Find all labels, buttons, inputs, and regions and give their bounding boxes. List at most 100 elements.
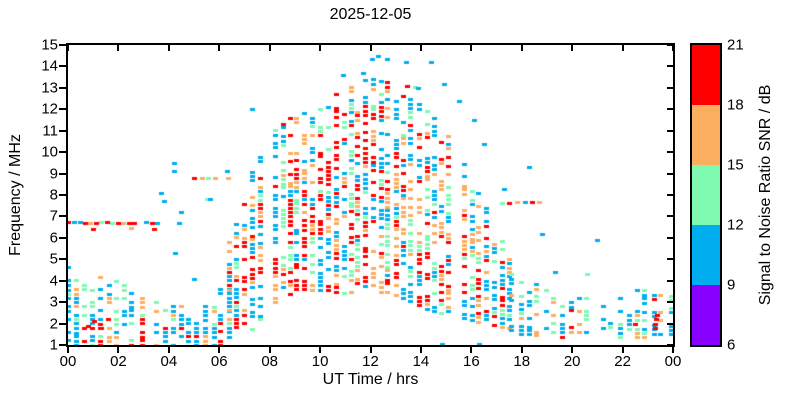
x-tick [571, 347, 574, 353]
x-tick-label: 00 [664, 353, 682, 370]
y-tick-label: 12 [41, 100, 58, 118]
y-tick-label: 8 [49, 186, 58, 204]
x-tick [621, 347, 624, 353]
x-tick-label: 20 [563, 353, 581, 370]
y-tick-right [667, 301, 673, 304]
y-tick-right [667, 44, 673, 46]
y-tick-right [667, 151, 673, 154]
colorbar-tick-label: 21 [727, 36, 744, 54]
y-tick-right [667, 86, 673, 89]
colorbar-tick-label: 12 [727, 216, 744, 234]
colorbar [690, 43, 722, 347]
x-tick-top [67, 45, 69, 51]
x-tick-label: 02 [110, 353, 127, 370]
y-axis-label: Frequency / MHz [7, 134, 24, 256]
x-tick-label: 18 [513, 353, 531, 370]
chart-title: 2025-12-05 [329, 6, 412, 23]
y-tick [59, 215, 66, 218]
x-tick-label: 14 [412, 353, 430, 370]
y-tick [59, 86, 66, 89]
y-tick [59, 151, 66, 154]
y-tick [59, 258, 66, 261]
y-tick-right [667, 194, 673, 196]
x-tick [319, 347, 322, 353]
x-tick-top [319, 45, 322, 51]
x-tick-top [369, 45, 372, 51]
plot-area [66, 43, 675, 347]
y-tick-right [667, 236, 673, 239]
x-tick-label: 08 [261, 353, 278, 370]
x-tick-label: 04 [160, 353, 178, 370]
x-tick [117, 347, 120, 353]
x-tick [672, 347, 674, 353]
x-axis-label: UT Time / hrs [322, 371, 419, 388]
y-tick-label: 6 [49, 229, 58, 247]
y-tick [59, 344, 66, 346]
x-tick-label: 00 [59, 353, 77, 370]
y-tick-label: 7 [49, 207, 58, 225]
y-tick [59, 172, 66, 175]
x-tick-top [268, 45, 271, 51]
colorbar-tick-label: 15 [727, 156, 744, 174]
snr-scatter-canvas [68, 45, 673, 345]
y-tick-label: 15 [41, 36, 58, 54]
y-tick [59, 65, 66, 68]
y-tick [59, 194, 66, 196]
y-tick-label: 10 [41, 143, 58, 161]
x-tick [470, 347, 473, 353]
y-tick [59, 279, 66, 282]
x-tick [67, 347, 69, 353]
y-tick-right [667, 322, 673, 325]
y-tick-right [667, 279, 673, 282]
x-tick-label: 06 [210, 353, 228, 370]
colorbar-band [692, 105, 720, 165]
colorbar-band [692, 45, 720, 105]
x-tick [520, 347, 523, 353]
x-tick-top [520, 45, 523, 51]
y-tick-right [667, 129, 673, 132]
x-tick [218, 347, 221, 353]
y-tick-label: 5 [49, 250, 58, 268]
x-tick [268, 347, 271, 353]
x-tick-top [419, 45, 422, 51]
colorbar-band [692, 165, 720, 225]
colorbar-tick-label: 9 [727, 276, 736, 294]
x-tick [419, 347, 422, 353]
y-tick [59, 44, 66, 46]
y-tick [59, 236, 66, 239]
x-tick-top [167, 45, 170, 51]
x-tick [369, 347, 372, 353]
y-tick [59, 129, 66, 132]
colorbar-tick-label: 18 [727, 96, 744, 114]
colorbar-band [692, 285, 720, 345]
y-tick-right [667, 344, 673, 346]
x-tick-label: 22 [614, 353, 631, 370]
x-tick-top [621, 45, 624, 51]
colorbar-band [692, 225, 720, 285]
y-tick-label: 9 [49, 165, 58, 183]
x-tick-top [218, 45, 221, 51]
y-tick-label: 2 [49, 315, 58, 333]
x-tick-label: 16 [462, 353, 480, 370]
colorbar-tick-label: 6 [727, 336, 736, 354]
x-tick-top [571, 45, 574, 51]
y-tick-label: 1 [49, 336, 58, 354]
colorbar-axis-label: Signal to Noise Ratio SNR / dB [757, 84, 774, 306]
y-tick-label: 4 [49, 272, 58, 290]
x-tick [167, 347, 170, 353]
y-tick-right [667, 258, 673, 261]
y-tick-label: 13 [41, 79, 58, 97]
x-tick-top [117, 45, 120, 51]
y-tick-right [667, 215, 673, 218]
y-tick-label: 3 [49, 293, 58, 311]
x-tick-top [672, 45, 674, 51]
x-tick-label: 10 [311, 353, 329, 370]
y-tick-right [667, 172, 673, 175]
y-tick-label: 11 [42, 122, 58, 140]
x-tick-label: 12 [362, 353, 379, 370]
y-tick [59, 322, 66, 325]
y-tick-label: 14 [41, 57, 58, 75]
y-tick [59, 108, 66, 111]
y-tick-right [667, 65, 673, 68]
